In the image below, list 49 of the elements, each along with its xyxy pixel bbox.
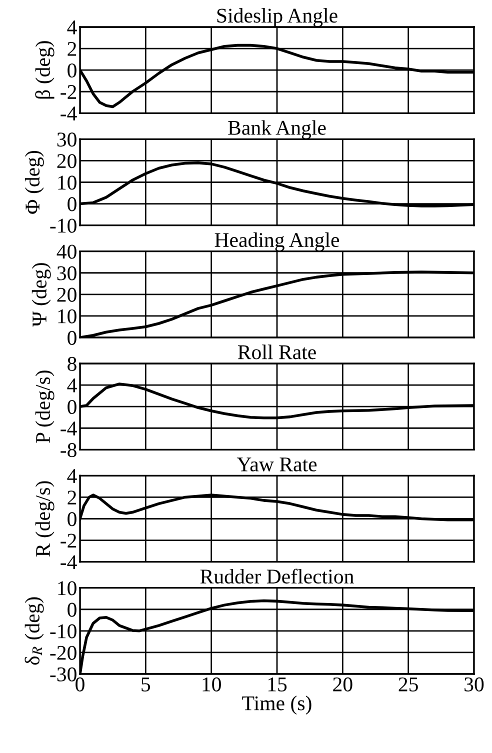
y-tick-label: 0: [68, 330, 76, 345]
y-tick-label: 2: [68, 490, 76, 504]
y-axis-title: δ$_{R}$ (deg): [24, 597, 44, 665]
y-tick-label: -2: [60, 534, 76, 548]
y-tick-label: 10: [58, 581, 76, 596]
y-tick-label: -8: [60, 443, 76, 458]
chart-title: Rudder Deflection: [200, 568, 354, 584]
x-axis-title: Time (s): [242, 696, 312, 715]
y-axis-title: R (deg/s): [35, 481, 54, 557]
y-tick-label: 10: [58, 309, 76, 324]
chart-title: Sideslip Angle: [217, 8, 338, 27]
y-tick-label: 0: [68, 197, 76, 212]
y-axis-title: β (deg): [35, 41, 54, 99]
y-tick-label: 4: [67, 469, 77, 483]
y-axis-title: Ψ (deg): [32, 263, 51, 327]
y-tick-label: 20: [57, 154, 76, 168]
y-tick-label: -10: [50, 624, 76, 638]
chart-title: Roll Rate: [238, 344, 316, 360]
y-tick-label: 0: [68, 400, 76, 414]
y-tick-label: 0: [68, 602, 76, 617]
x-tick-label: 25: [398, 677, 418, 692]
y-tick-label: 40: [56, 244, 76, 259]
y-tick-label: -4: [60, 106, 77, 120]
y-tick-label: -10: [50, 218, 76, 233]
chart-title: Bank Angle: [228, 120, 326, 140]
y-tick-label: -4: [60, 422, 77, 436]
y-tick-label: 30: [57, 266, 76, 280]
y-tick-label: 0: [68, 512, 76, 526]
y-tick-label: 4: [67, 378, 77, 392]
chart-title: Yaw Rate: [236, 458, 317, 472]
y-tick-label: 8: [68, 356, 76, 371]
y-tick-label: 20: [57, 288, 76, 302]
y-tick-label: 10: [58, 176, 76, 190]
y-tick-label: 4: [67, 20, 77, 34]
y-tick-label: -2: [60, 85, 76, 99]
y-tick-label: -30: [50, 667, 76, 682]
chart-title: Heading Angle: [214, 232, 340, 252]
y-tick-label: -4: [60, 555, 77, 570]
y-tick-label: 0: [68, 63, 76, 78]
y-tick-label: 2: [68, 42, 76, 56]
y-tick-label: -20: [50, 646, 76, 660]
x-tick-label: 5: [142, 678, 150, 692]
x-tick-label: 20: [333, 677, 352, 692]
y-tick-label: 30: [57, 132, 76, 147]
y-axis-title: P (deg/s): [35, 370, 54, 443]
y-axis-title: Φ (deg): [24, 150, 44, 214]
x-tick-label: 30: [464, 677, 484, 692]
x-tick-label: 10: [202, 677, 221, 692]
x-tick-label: 15: [268, 677, 287, 692]
